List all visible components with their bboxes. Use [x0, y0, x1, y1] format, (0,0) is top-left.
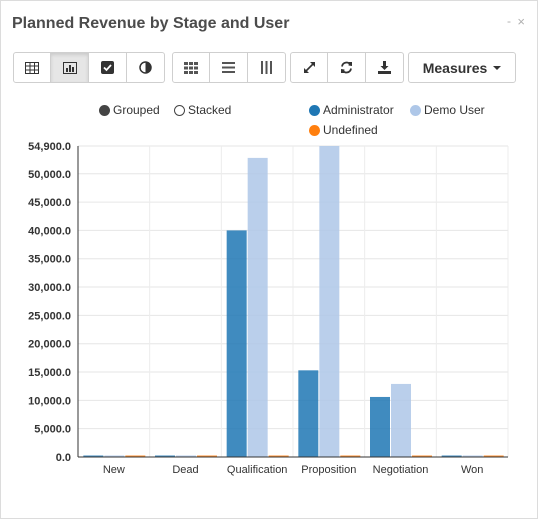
- legend-series-demo-user[interactable]: Demo User: [410, 103, 485, 117]
- y-tick-label: 50,000.0: [28, 169, 71, 181]
- bar: [340, 455, 361, 457]
- y-tick-label: 40,000.0: [28, 225, 71, 237]
- y-tick-label: 5,000.0: [34, 424, 71, 436]
- download-button[interactable]: [366, 52, 404, 83]
- bar: [298, 370, 319, 457]
- bar: [441, 455, 462, 457]
- refresh-button[interactable]: [328, 52, 366, 83]
- grid-icon: [184, 61, 198, 74]
- bar: [176, 455, 196, 457]
- grid-layout-button[interactable]: [172, 52, 210, 83]
- radio-filled-icon: [99, 104, 110, 116]
- minimize-icon[interactable]: -: [507, 14, 511, 28]
- bar-chart-view-button[interactable]: [51, 52, 89, 83]
- y-tick-label: 30,000.0: [28, 282, 71, 294]
- table-icon: [25, 61, 39, 74]
- x-tick-label: Dead: [172, 464, 198, 476]
- action-group: [290, 52, 404, 83]
- y-tick-label: 10,000.0: [28, 395, 71, 407]
- checkbox-icon: [101, 61, 114, 74]
- legend-series-label: Undefined: [323, 123, 378, 137]
- close-icon[interactable]: ×: [517, 14, 525, 29]
- legend-series-label: Administrator: [323, 103, 394, 117]
- legend-mode-stacked[interactable]: Stacked: [174, 103, 231, 117]
- legend-mode-grouped[interactable]: Grouped: [99, 103, 160, 117]
- bar: [391, 383, 411, 457]
- x-tick-label: New: [103, 464, 125, 476]
- y-tick-label: 15,000.0: [28, 367, 71, 379]
- bar-chart-icon: [62, 61, 77, 74]
- bar: [483, 455, 504, 457]
- bar: [247, 157, 268, 457]
- series-dot-icon: [309, 124, 320, 136]
- y-tick-label: 54,900.0: [28, 141, 71, 153]
- bar: [125, 455, 146, 457]
- pie-chart-view-button[interactable]: [127, 52, 165, 83]
- x-tick-label: Qualification: [227, 464, 288, 476]
- columns-icon: [261, 61, 272, 74]
- expand-button[interactable]: [290, 52, 328, 83]
- series-dot-icon: [309, 104, 320, 116]
- list-layout-button[interactable]: [210, 52, 248, 83]
- x-tick-label: Proposition: [301, 464, 356, 476]
- widget-title: Planned Revenue by Stage and User: [12, 15, 290, 32]
- refresh-icon: [341, 61, 352, 74]
- bar: [370, 396, 390, 457]
- pie-chart-icon: [139, 61, 152, 74]
- y-tick-label: 25,000.0: [28, 310, 71, 322]
- x-tick-label: Negotiation: [373, 464, 429, 476]
- y-tick-label: 0.0: [56, 452, 71, 464]
- measures-dropdown-button[interactable]: Measures: [408, 52, 516, 83]
- radio-empty-icon: [174, 104, 185, 116]
- bar: [83, 455, 104, 457]
- download-icon: [378, 61, 391, 74]
- y-tick-label: 35,000.0: [28, 254, 71, 266]
- y-tick-label: 45,000.0: [28, 197, 71, 209]
- bar: [319, 146, 340, 457]
- legend-mode-label: Stacked: [188, 103, 232, 117]
- layout-group: [172, 52, 286, 83]
- bar: [104, 455, 125, 457]
- expand-icon: [303, 62, 315, 73]
- measures-label: Measures: [422, 59, 488, 76]
- bar: [462, 455, 483, 457]
- legend-series-undefined[interactable]: Undefined: [309, 123, 378, 137]
- columns-layout-button[interactable]: [248, 52, 286, 83]
- bar: [155, 455, 175, 457]
- list-icon: [222, 62, 235, 73]
- bar-chart: 0.0 5,000.0 10,000.0 15,000.0 20,000.0 25,000…: [28, 141, 509, 476]
- legend-mode-label: Grouped: [113, 103, 160, 117]
- caret-down-icon: [493, 65, 502, 70]
- table-view-button[interactable]: [13, 52, 51, 83]
- view-type-group: [13, 52, 165, 83]
- y-tick-label: 20,000.0: [28, 339, 71, 351]
- series-dot-icon: [410, 104, 421, 116]
- bar: [226, 230, 247, 457]
- bar: [268, 455, 289, 457]
- bar: [197, 455, 217, 457]
- checkbox-view-button[interactable]: [89, 52, 127, 83]
- legend-series-administrator[interactable]: Administrator: [309, 103, 394, 117]
- bar: [412, 455, 432, 457]
- x-tick-label: Won: [461, 464, 483, 476]
- legend-series-label: Demo User: [424, 103, 485, 117]
